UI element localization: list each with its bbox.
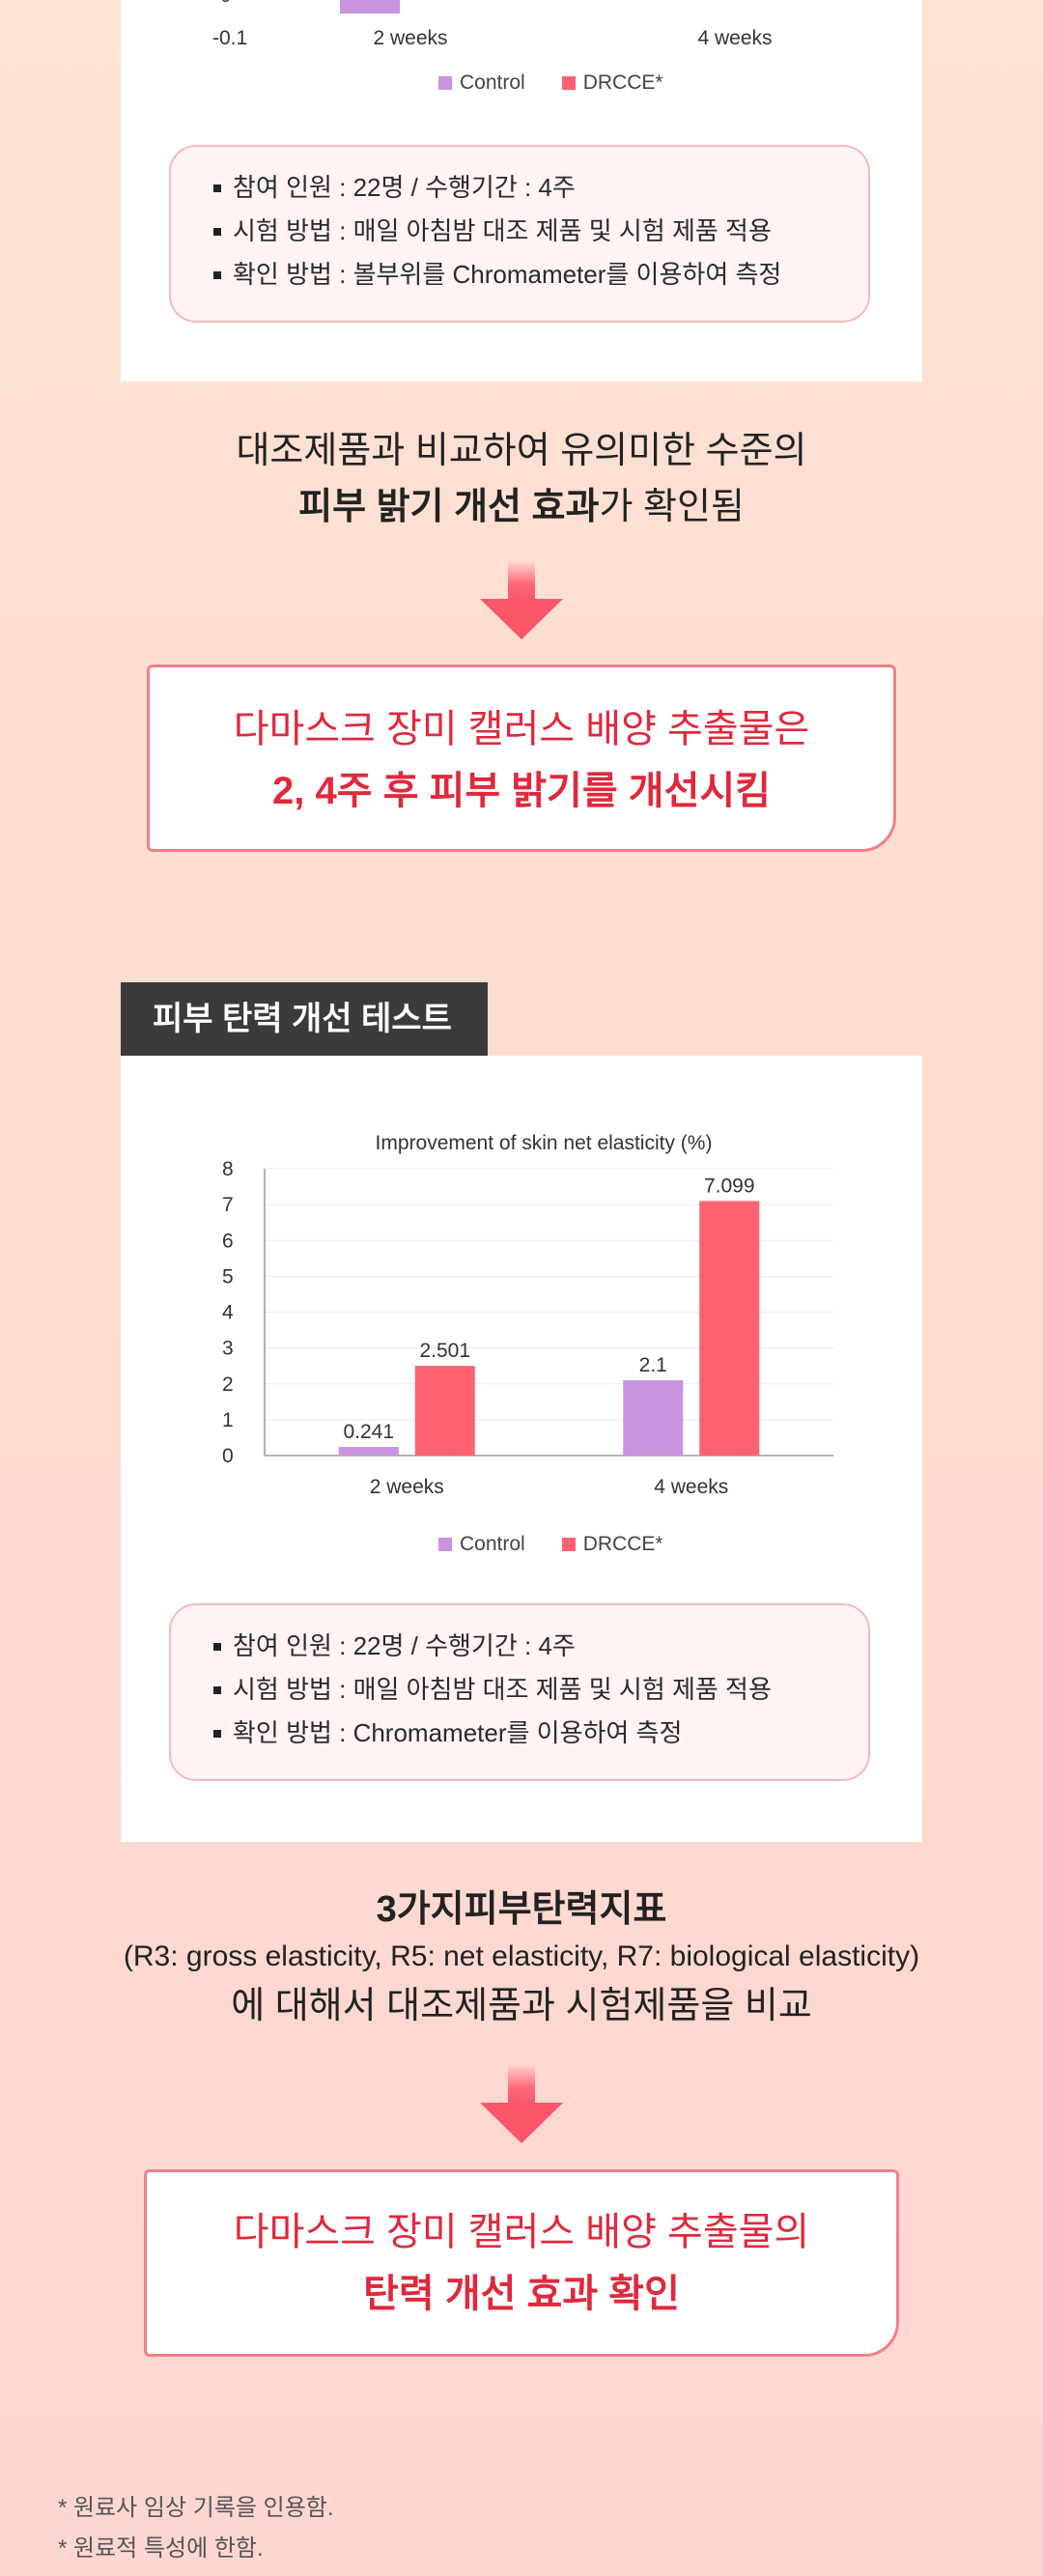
brightness-chart-card: 0 -0.1 2 weeks 4 weeks Control DRCCE* 참여… bbox=[121, 0, 922, 382]
info-measurement: 확인 방법 : Chromameter를 이용하여 측정 bbox=[213, 1712, 868, 1755]
x-min-label: -0.1 bbox=[212, 27, 247, 49]
bar-drcce-0 bbox=[414, 1366, 475, 1456]
chart2-info-box: 참여 인원 : 22명 / 수행기간 : 4주 시험 방법 : 매일 아침밤 대… bbox=[169, 1603, 870, 1781]
data-label: 7.099 bbox=[704, 1175, 755, 1197]
y-tick-label: 3 bbox=[222, 1338, 234, 1360]
x-label-4weeks: 4 weeks bbox=[697, 27, 772, 49]
bar-drcce-1 bbox=[699, 1201, 760, 1456]
bullet-icon bbox=[213, 1729, 221, 1738]
elasticity-message: 3가지피부탄력지표 (R3: gross elasticity, R5: net… bbox=[0, 1883, 1043, 2034]
legend-label-drcce: DRCCE* bbox=[582, 1533, 663, 1555]
data-label: 2.501 bbox=[419, 1340, 470, 1362]
info-participants: 참여 인원 : 22명 / 수행기간 : 4주 bbox=[213, 1625, 868, 1668]
down-arrow-icon bbox=[480, 2064, 563, 2143]
brightness-message-bold: 피부 밝기 개선 효과 bbox=[298, 487, 600, 527]
elasticity-section-tab: 피부 탄력 개선 테스트 bbox=[121, 982, 488, 1056]
brightness-message-line2: 피부 밝기 개선 효과가 확인됨 bbox=[0, 479, 1043, 535]
brightness-message-line1: 대조제품과 비교하여 유의미한 수준의 bbox=[236, 431, 807, 471]
y-tick-label: 4 bbox=[222, 1302, 234, 1324]
x-tick-label: 4 weeks bbox=[654, 1476, 728, 1498]
bar-control-0 bbox=[338, 1447, 399, 1456]
chart2-legend: Control DRCCE* bbox=[438, 1533, 663, 1556]
info-participants: 참여 인원 : 22명 / 수행기간 : 4주 bbox=[213, 166, 868, 210]
y-tick-label: 6 bbox=[222, 1230, 234, 1252]
elasticity-chart-card: Improvement of skin net elasticity (%) 0… bbox=[121, 1056, 922, 1842]
info-text: 시험 방법 : 매일 아침밤 대조 제품 및 시험 제품 적용 bbox=[233, 1675, 772, 1704]
partial-tick-zero: 0 bbox=[220, 0, 231, 7]
x-label-2weeks: 2 weeks bbox=[373, 27, 447, 49]
info-text: 참여 인원 : 22명 / 수행기간 : 4주 bbox=[233, 1631, 576, 1660]
bullet-icon bbox=[213, 1642, 221, 1651]
legend-swatch-control bbox=[438, 1538, 452, 1551]
down-arrow-icon bbox=[480, 560, 563, 639]
info-method: 시험 방법 : 매일 아침밤 대조 제품 및 시험 제품 적용 bbox=[213, 210, 868, 253]
legend-control: Control bbox=[438, 1533, 525, 1556]
bullet-icon bbox=[213, 270, 221, 279]
bar-control-2weeks-partial bbox=[340, 0, 400, 14]
bullet-icon bbox=[213, 227, 221, 236]
info-text: 확인 방법 : 볼부위를 Chromameter를 이용하여 측정 bbox=[233, 260, 782, 289]
legend-label-control: Control bbox=[460, 1533, 525, 1555]
legend-drcce: DRCCE* bbox=[561, 71, 663, 95]
brightness-result-line1: 다마스크 장미 캘러스 배양 추출물은 bbox=[233, 708, 810, 750]
elasticity-message-title: 3가지피부탄력지표 bbox=[376, 1889, 667, 1930]
footnote-2: * 원료적 특성에 한함. bbox=[58, 2535, 264, 2562]
legend-label-drcce: DRCCE* bbox=[582, 71, 663, 94]
brightness-message: 대조제품과 비교하여 유의미한 수준의 피부 밝기 개선 효과가 확인됨 bbox=[0, 423, 1043, 535]
y-tick-label: 2 bbox=[222, 1373, 234, 1396]
info-measurement: 확인 방법 : 볼부위를 Chromameter를 이용하여 측정 bbox=[213, 253, 868, 297]
info-method: 시험 방법 : 매일 아침밤 대조 제품 및 시험 제품 적용 bbox=[213, 1668, 868, 1712]
chart-title: Improvement of skin net elasticity (%) bbox=[376, 1132, 713, 1154]
info-text: 확인 방법 : Chromameter를 이용하여 측정 bbox=[233, 1718, 683, 1747]
elasticity-chart: Improvement of skin net elasticity (%) 0… bbox=[222, 1132, 833, 1498]
elasticity-result-line1: 다마스크 장미 캘러스 배양 추출물의 bbox=[233, 2211, 810, 2253]
x-tick-label: 2 weeks bbox=[370, 1476, 444, 1498]
brightness-message-rest: 가 확인됨 bbox=[599, 487, 745, 527]
info-text: 참여 인원 : 22명 / 수행기간 : 4주 bbox=[233, 173, 576, 202]
chart1-legend: Control DRCCE* bbox=[438, 71, 663, 95]
data-label: 2.1 bbox=[639, 1354, 667, 1376]
bar-control-1 bbox=[623, 1380, 684, 1456]
brightness-result-box: 다마스크 장미 캘러스 배양 추출물은 2, 4주 후 피부 밝기를 개선시킴 bbox=[147, 665, 896, 852]
chart1-info-box: 참여 인원 : 22명 / 수행기간 : 4주 시험 방법 : 매일 아침밤 대… bbox=[169, 145, 870, 323]
y-tick-label: 7 bbox=[222, 1194, 234, 1216]
y-tick-label: 0 bbox=[222, 1445, 234, 1467]
y-tick-label: 8 bbox=[222, 1158, 234, 1180]
brightness-result-line2: 2, 4주 후 피부 밝기를 개선시킴 bbox=[272, 770, 771, 812]
bullet-icon bbox=[213, 1685, 221, 1694]
elasticity-message-line3: 에 대해서 대조제품과 시험제품을 비교 bbox=[231, 1986, 812, 2026]
footnote-1: * 원료사 임상 기록을 인용함. bbox=[58, 2495, 334, 2521]
elasticity-message-sub: (R3: gross elasticity, R5: net elasticit… bbox=[123, 1940, 920, 1972]
bullet-icon bbox=[213, 184, 221, 192]
y-tick-label: 1 bbox=[222, 1409, 234, 1431]
info-text: 시험 방법 : 매일 아침밤 대조 제품 및 시험 제품 적용 bbox=[233, 216, 772, 245]
elasticity-result-line2: 탄력 개선 효과 확인 bbox=[363, 2273, 680, 2315]
legend-drcce: DRCCE* bbox=[561, 1533, 663, 1556]
brightness-chart-partial: 0 -0.1 2 weeks 4 weeks bbox=[212, 0, 773, 49]
legend-control: Control bbox=[438, 71, 525, 95]
data-label: 0.241 bbox=[343, 1421, 394, 1443]
elasticity-result-box: 다마스크 장미 캘러스 배양 추출물의 탄력 개선 효과 확인 bbox=[144, 2169, 899, 2357]
legend-label-control: Control bbox=[460, 71, 525, 94]
legend-swatch-drcce bbox=[561, 1538, 576, 1551]
legend-swatch-control bbox=[438, 76, 452, 90]
legend-swatch-drcce bbox=[561, 76, 576, 90]
y-tick-label: 5 bbox=[222, 1265, 234, 1288]
